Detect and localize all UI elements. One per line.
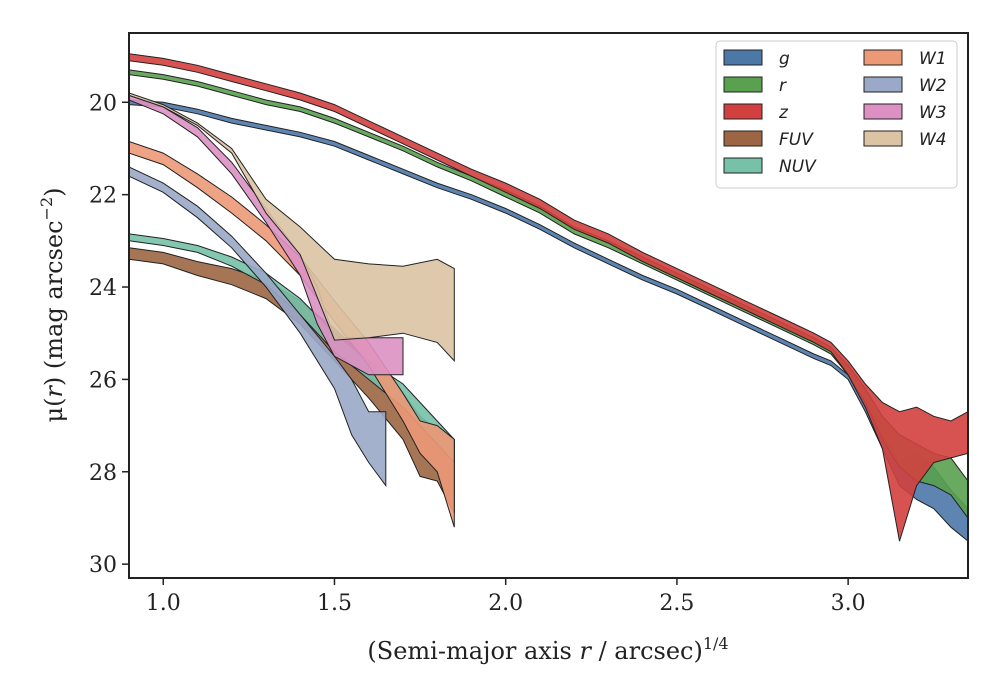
x-axis-title: (Semi-major axis r / arcsec)1/4 bbox=[367, 634, 728, 665]
band-w2 bbox=[129, 166, 387, 488]
x-tick-label: 1.0 bbox=[146, 591, 181, 616]
band-w1 bbox=[129, 140, 455, 528]
y-tick-label: 22 bbox=[89, 184, 117, 209]
legend-label-w3: W3 bbox=[919, 103, 947, 123]
y-tick-label: 26 bbox=[89, 368, 117, 393]
legend-label-fuv: FUV bbox=[779, 130, 814, 150]
y-axis-title: μ(r) (mag arcsec−2) bbox=[37, 187, 68, 422]
legend-label-nuv: NUV bbox=[779, 157, 817, 177]
legend-swatch-w1 bbox=[863, 49, 903, 66]
band-z bbox=[129, 53, 968, 542]
legend-label-w1: W1 bbox=[919, 49, 947, 69]
x-tick-label: 2.0 bbox=[488, 591, 523, 616]
legend-label-w4: W4 bbox=[919, 130, 947, 150]
band-w3 bbox=[129, 94, 404, 376]
x-tick-label: 1.5 bbox=[317, 591, 352, 616]
legend-swatch-r bbox=[723, 76, 763, 93]
legend-swatch-w2 bbox=[863, 76, 903, 93]
legend-swatch-fuv bbox=[723, 130, 763, 147]
y-tick-label: 24 bbox=[89, 276, 117, 301]
legend-label-g: g bbox=[779, 49, 790, 69]
plot-frame bbox=[128, 32, 969, 579]
legend-swatch-g bbox=[723, 49, 763, 66]
legend-swatch-nuv bbox=[723, 157, 763, 174]
legend-swatch-z bbox=[723, 103, 763, 120]
band-w4 bbox=[129, 92, 455, 363]
legend-label-w2: W2 bbox=[919, 76, 947, 96]
y-tick-label: 20 bbox=[89, 91, 117, 116]
legend-label-z: z bbox=[778, 103, 789, 123]
y-tick-label: 28 bbox=[89, 461, 117, 486]
band-g bbox=[129, 99, 968, 542]
series-bands bbox=[129, 53, 968, 542]
legend: grz FUV NUV W1 W2 W3 W4 bbox=[715, 40, 958, 189]
legend-swatch-w3 bbox=[863, 103, 903, 120]
x-tick-label: 2.5 bbox=[659, 591, 694, 616]
x-axis: 1.0 1.5 2.0 2.5 3.0 bbox=[146, 578, 866, 616]
y-tick-label: 30 bbox=[89, 553, 117, 578]
x-tick-label: 3.0 bbox=[831, 591, 866, 616]
legend-swatch-w4 bbox=[863, 130, 903, 147]
legend-label-r: r bbox=[779, 76, 787, 96]
y-axis: 20 22 24 26 28 30 bbox=[89, 91, 129, 578]
